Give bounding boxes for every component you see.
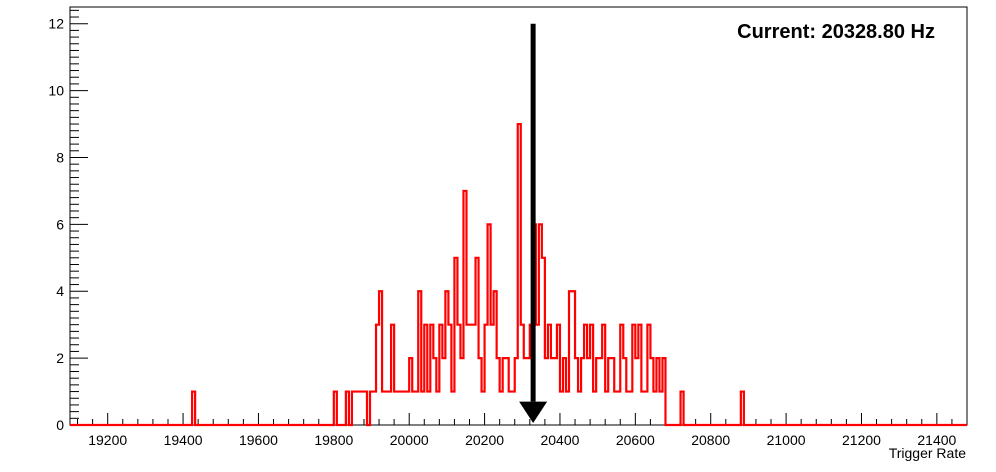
x-tick-label: 20600 — [616, 432, 655, 448]
plot-frame — [69, 6, 968, 426]
x-tick-label: 20000 — [390, 432, 429, 448]
y-tick-label: 2 — [56, 350, 64, 366]
x-tick-label: 19600 — [239, 432, 278, 448]
x-tick-label: 21400 — [917, 432, 956, 448]
x-tick-label: 21200 — [842, 432, 881, 448]
x-tick-label: 19800 — [314, 432, 353, 448]
y-tick-label: 12 — [48, 16, 64, 32]
x-tick-label: 19400 — [164, 432, 203, 448]
x-tick-label: 21000 — [767, 432, 806, 448]
tick-labels: 19200 19400 19600 19800 20000 20200 20400 20600… — [48, 16, 956, 448]
histogram-line — [70, 122, 967, 427]
current-value-arrow — [519, 23, 548, 423]
y-tick-label: 10 — [48, 83, 64, 99]
x-tick-label: 19200 — [88, 432, 127, 448]
y-tick-label: 0 — [56, 417, 64, 433]
x-tick-label: 20200 — [465, 432, 504, 448]
y-tick-label: 4 — [56, 283, 64, 299]
x-tick-label: 20400 — [540, 432, 579, 448]
y-tick-label: 6 — [56, 216, 64, 232]
y-tick-label: 8 — [56, 149, 64, 165]
arrow-head — [519, 401, 548, 423]
x-tick-label: 20800 — [691, 432, 730, 448]
current-rate-annotation: Current: 20328.80 Hz — [737, 21, 935, 43]
x-axis-title: Trigger Rate — [889, 445, 967, 461]
